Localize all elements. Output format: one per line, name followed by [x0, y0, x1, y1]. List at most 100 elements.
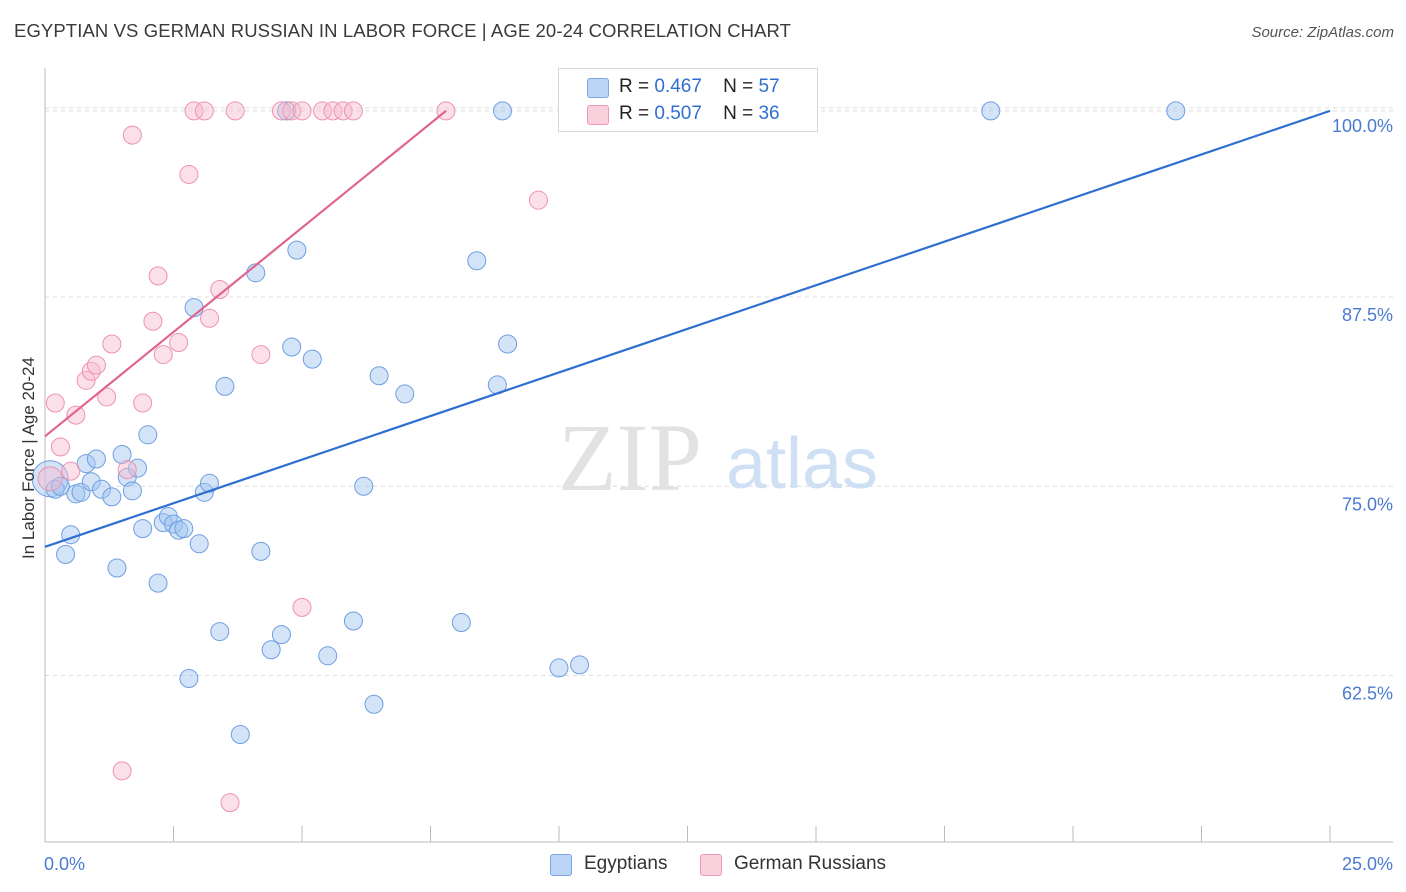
source-credit: Source: ZipAtlas.com [1251, 24, 1394, 41]
axes [44, 68, 1393, 843]
egyptians-point [86, 449, 106, 469]
legend-r-label: R = [619, 76, 650, 97]
german-russians-point [37, 466, 63, 492]
egyptians-point [153, 513, 173, 533]
legend-swatch-blue [587, 78, 609, 98]
legend-r-value: 0.507 [654, 103, 702, 124]
egyptians-point [102, 487, 122, 507]
german-russians-point [323, 101, 343, 121]
german-russians-point [194, 101, 214, 121]
german-russians-point [86, 355, 106, 375]
egyptians-points [31, 101, 1186, 745]
egyptians-point [112, 444, 132, 464]
legend-n-label: N = [723, 103, 754, 124]
egyptians-point [1166, 101, 1186, 121]
egyptians-point [277, 101, 297, 121]
trend-lines [44, 109, 1331, 548]
egyptians-point [179, 669, 199, 689]
egyptians-trend-line [44, 109, 1331, 548]
legend-swatch-pink [587, 105, 609, 125]
legend-n-value: 36 [758, 103, 780, 124]
chart-title: EGYPTIAN VS GERMAN RUSSIAN IN LABOR FORC… [14, 20, 792, 41]
egyptians-point [50, 476, 70, 496]
egyptians-point [81, 472, 101, 492]
egyptians-point [302, 349, 322, 369]
y-tick-label: 75.0% [1342, 494, 1393, 514]
egyptians-point [549, 658, 569, 678]
egyptians-point [128, 458, 148, 478]
egyptians-point [148, 573, 168, 593]
german-russians-point [169, 332, 189, 352]
german-russians-point [179, 164, 199, 184]
y-tick-label: 100.0% [1332, 116, 1393, 136]
bottom-swatch-pink [700, 854, 722, 876]
egyptians-point [498, 334, 518, 354]
x-tick-label: 0.0% [44, 854, 85, 874]
egyptians-point [56, 544, 76, 564]
egyptians-point [76, 454, 96, 474]
egyptians-point [492, 101, 512, 121]
egyptians-point [261, 640, 281, 660]
german-russians-point [153, 345, 173, 365]
bottom-legend-label: German Russians [734, 853, 887, 874]
egyptians-point [215, 376, 235, 396]
german-russians-point [148, 266, 168, 286]
german-russians-point [271, 101, 291, 121]
egyptians-point [174, 519, 194, 539]
german-russians-point [292, 101, 312, 121]
y-axis-label: In Labor Force | Age 20-24 [19, 357, 38, 559]
german-russians-point [251, 345, 271, 365]
german-russians-point [210, 279, 230, 299]
egyptians-point [354, 476, 374, 496]
german-russians-point [292, 597, 312, 617]
egyptians-point [981, 101, 1001, 121]
german-russians-point [122, 125, 142, 145]
german-russians-point [199, 308, 219, 328]
german-russians-points [37, 101, 548, 813]
german-russians-point [313, 101, 333, 121]
y-tick-label: 87.5% [1342, 305, 1393, 325]
german-russians-point [143, 311, 163, 331]
german-russians-point [225, 101, 245, 121]
egyptians-point [287, 240, 307, 260]
german-russians-point [133, 393, 153, 413]
egyptians-point [451, 613, 471, 633]
egyptians-point [92, 479, 112, 499]
egyptians-point [210, 622, 230, 642]
egyptians-point [107, 558, 127, 578]
german-russians-point [45, 393, 65, 413]
egyptians-point [364, 694, 384, 714]
watermark-atlas: atlas [726, 424, 878, 504]
legend-n-label: N = [723, 76, 754, 97]
stats-legend: R = 0.467 N = 57 R = 0.507 N = 36 [558, 68, 818, 132]
german-russians-point [61, 461, 81, 481]
german-russians-point [97, 387, 117, 407]
watermark-zip: ZIP [558, 404, 702, 511]
egyptians-point [71, 482, 91, 502]
egyptians-point [395, 384, 415, 404]
egyptians-point [271, 625, 291, 645]
egyptians-point [251, 541, 271, 561]
german-russians-point [333, 101, 353, 121]
egyptians-point [122, 481, 142, 501]
axis-labels: 62.5% 75.0% 87.5% 100.0% 0.0% 25.0% In Labor F… [19, 116, 1393, 874]
grid-lines [45, 107, 1393, 676]
egyptians-point [570, 655, 590, 675]
german-russians-point [282, 101, 302, 121]
watermark: ZIP atlas [558, 404, 878, 511]
german-russians-trend-line [44, 110, 447, 438]
egyptians-point [164, 514, 183, 534]
egyptians-point [230, 725, 250, 745]
bottom-legend-label: Egyptians [584, 853, 668, 874]
y-tick-label: 62.5% [1342, 683, 1393, 703]
egyptians-point [133, 519, 153, 539]
german-russians-point [81, 361, 101, 381]
german-russians-point [102, 334, 122, 354]
legend-r-value: 0.467 [654, 76, 702, 97]
bottom-swatch-blue [550, 854, 572, 876]
egyptians-point [369, 366, 389, 386]
german-russians-point [220, 793, 240, 813]
german-russians-point [76, 370, 96, 390]
egyptians-point [282, 337, 302, 357]
